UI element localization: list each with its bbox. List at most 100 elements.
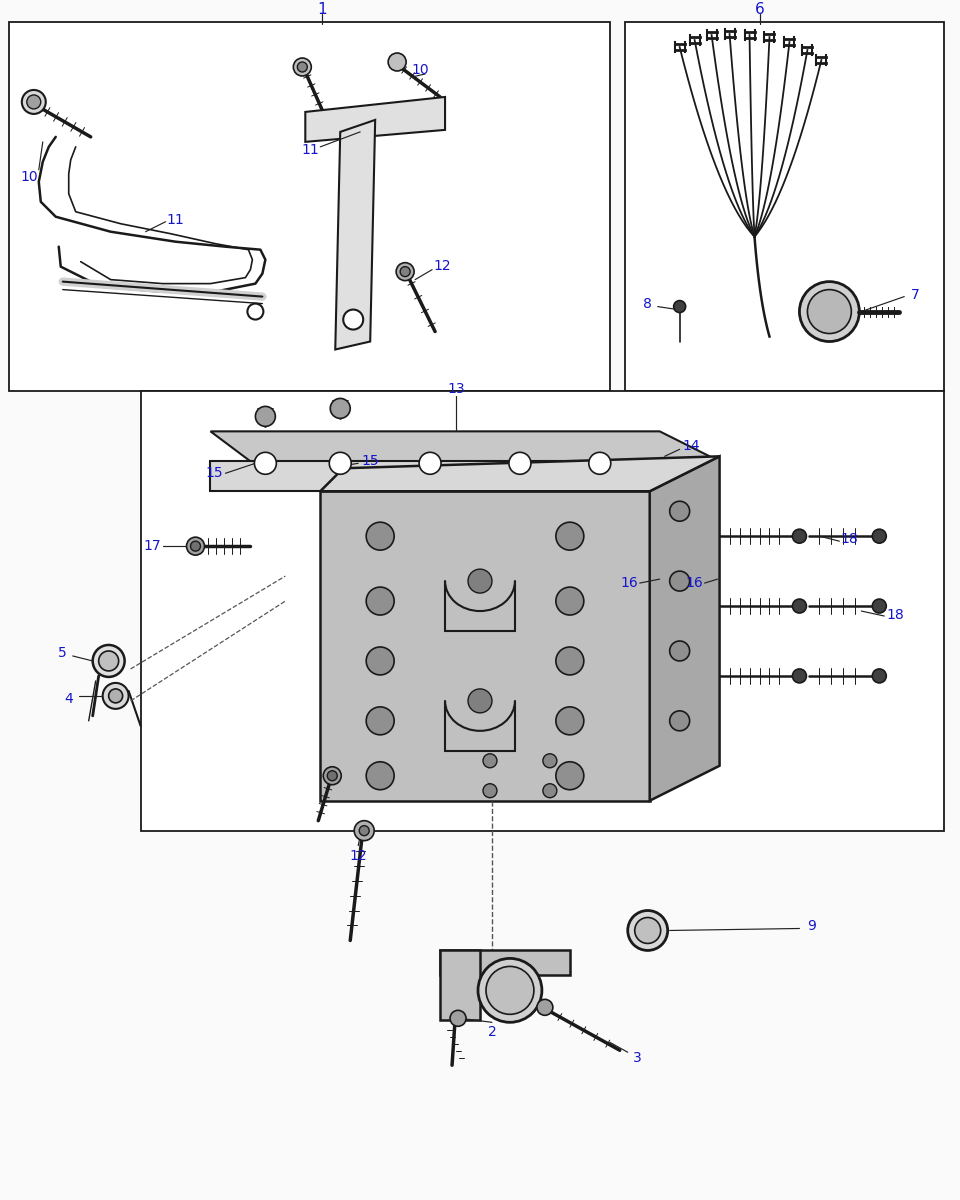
Circle shape bbox=[388, 53, 406, 71]
Circle shape bbox=[483, 784, 497, 798]
Text: 6: 6 bbox=[755, 1, 764, 17]
Polygon shape bbox=[210, 431, 720, 461]
Circle shape bbox=[543, 754, 557, 768]
Circle shape bbox=[186, 538, 204, 556]
Bar bbox=[672, 614, 710, 650]
Bar bbox=[905, 614, 945, 650]
Circle shape bbox=[670, 502, 689, 521]
Bar bbox=[750, 541, 788, 577]
Polygon shape bbox=[335, 120, 375, 349]
Circle shape bbox=[537, 1000, 553, 1015]
Text: 16: 16 bbox=[685, 576, 704, 590]
Bar bbox=[750, 468, 788, 504]
Text: 11: 11 bbox=[301, 143, 319, 157]
Bar bbox=[905, 541, 945, 577]
Circle shape bbox=[588, 452, 611, 474]
Bar bbox=[788, 577, 828, 614]
Circle shape bbox=[468, 689, 492, 713]
Text: 7: 7 bbox=[911, 288, 920, 301]
Text: 12: 12 bbox=[349, 848, 367, 863]
Circle shape bbox=[635, 918, 660, 943]
Circle shape bbox=[509, 452, 531, 474]
Bar bbox=[905, 468, 945, 504]
Text: 18: 18 bbox=[886, 608, 904, 622]
Bar bbox=[672, 468, 710, 504]
Circle shape bbox=[248, 304, 263, 319]
Polygon shape bbox=[321, 456, 720, 491]
Bar bbox=[828, 614, 866, 650]
Circle shape bbox=[27, 95, 40, 109]
Bar bbox=[555, 504, 594, 541]
Circle shape bbox=[294, 58, 311, 76]
Circle shape bbox=[556, 707, 584, 734]
Circle shape bbox=[354, 821, 374, 841]
Text: 2: 2 bbox=[488, 1025, 496, 1039]
Bar bbox=[828, 468, 866, 504]
Circle shape bbox=[450, 1010, 466, 1026]
Circle shape bbox=[670, 710, 689, 731]
Text: 8: 8 bbox=[643, 296, 652, 311]
Bar bbox=[555, 431, 594, 468]
Bar bbox=[633, 504, 672, 541]
Text: 15: 15 bbox=[361, 455, 379, 468]
Circle shape bbox=[792, 529, 806, 544]
Text: parts: parts bbox=[380, 614, 473, 648]
Circle shape bbox=[108, 689, 123, 703]
Text: 10: 10 bbox=[20, 170, 37, 184]
Circle shape bbox=[254, 452, 276, 474]
Circle shape bbox=[93, 644, 125, 677]
Bar bbox=[594, 541, 633, 577]
Circle shape bbox=[468, 569, 492, 593]
Circle shape bbox=[807, 289, 852, 334]
Text: 10: 10 bbox=[411, 62, 429, 77]
Bar bbox=[625, 22, 945, 391]
Text: 15: 15 bbox=[205, 467, 224, 480]
Circle shape bbox=[255, 407, 276, 426]
Circle shape bbox=[298, 62, 307, 72]
Circle shape bbox=[873, 668, 886, 683]
Bar bbox=[866, 504, 905, 541]
Text: 5: 5 bbox=[59, 646, 67, 660]
Text: 16: 16 bbox=[621, 576, 638, 590]
Text: 13: 13 bbox=[447, 383, 465, 396]
Text: 17: 17 bbox=[144, 539, 161, 553]
Bar bbox=[594, 468, 633, 504]
Bar bbox=[788, 431, 828, 468]
Text: 9: 9 bbox=[807, 919, 816, 934]
Circle shape bbox=[330, 398, 350, 419]
Bar bbox=[633, 577, 672, 614]
Circle shape bbox=[483, 754, 497, 768]
Bar bbox=[750, 614, 788, 650]
Bar bbox=[633, 431, 672, 468]
Circle shape bbox=[556, 587, 584, 616]
Circle shape bbox=[366, 587, 395, 616]
Bar bbox=[710, 431, 750, 468]
Circle shape bbox=[22, 90, 46, 114]
Circle shape bbox=[556, 522, 584, 550]
Circle shape bbox=[873, 599, 886, 613]
Circle shape bbox=[674, 300, 685, 312]
Polygon shape bbox=[440, 950, 480, 1020]
Polygon shape bbox=[650, 456, 720, 800]
Bar bbox=[140, 391, 945, 830]
Circle shape bbox=[670, 571, 689, 592]
Bar bbox=[710, 504, 750, 541]
Circle shape bbox=[344, 310, 363, 330]
Circle shape bbox=[329, 452, 351, 474]
Circle shape bbox=[628, 911, 667, 950]
Polygon shape bbox=[321, 491, 650, 800]
Circle shape bbox=[792, 668, 806, 683]
Circle shape bbox=[359, 826, 370, 835]
Circle shape bbox=[556, 762, 584, 790]
Circle shape bbox=[99, 650, 119, 671]
Polygon shape bbox=[440, 950, 570, 976]
Text: 14: 14 bbox=[683, 439, 701, 454]
Circle shape bbox=[543, 784, 557, 798]
Text: 12: 12 bbox=[433, 259, 451, 272]
Bar bbox=[555, 577, 594, 614]
Circle shape bbox=[800, 282, 859, 342]
Circle shape bbox=[478, 959, 541, 1022]
Polygon shape bbox=[210, 461, 660, 491]
Circle shape bbox=[366, 647, 395, 674]
Circle shape bbox=[873, 529, 886, 544]
